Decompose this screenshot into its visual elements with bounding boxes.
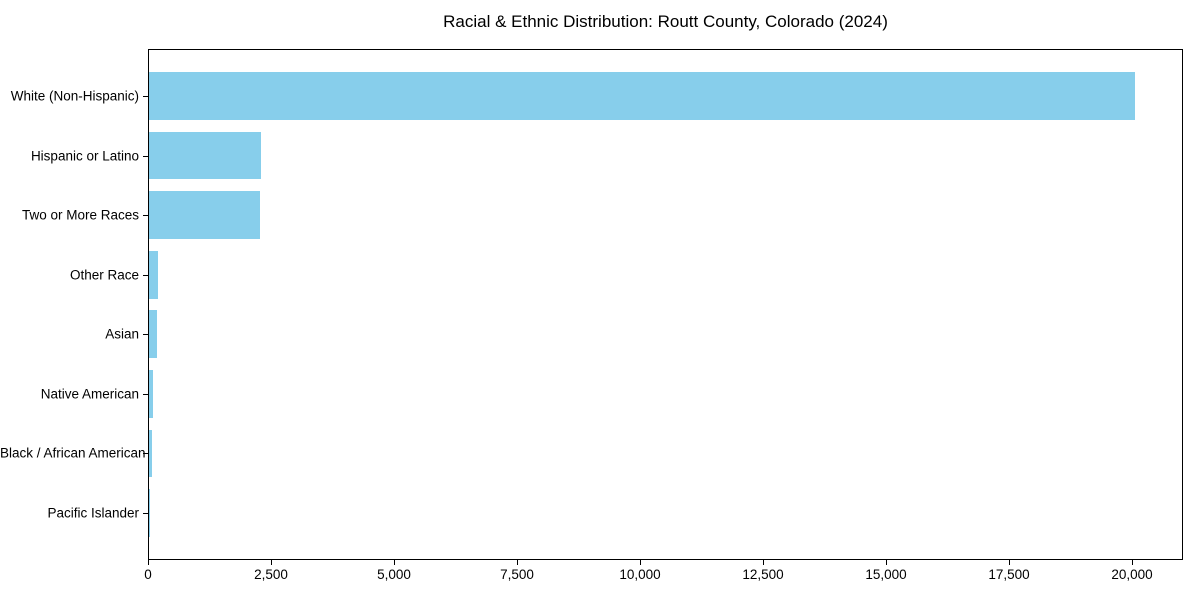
y-axis-label: Black / African American xyxy=(0,445,146,461)
y-axis-tick-mark xyxy=(143,155,148,157)
x-axis-tick-label: 7,500 xyxy=(500,567,534,582)
x-axis-tick-mark xyxy=(148,560,149,565)
x-axis-tick-label: 12,500 xyxy=(742,567,784,582)
x-axis-tick-label: 17,500 xyxy=(988,567,1030,582)
bar-pacific-islander xyxy=(149,489,150,537)
x-axis-tick-mark xyxy=(1009,560,1011,565)
bar-asian xyxy=(149,310,158,359)
x-axis-tick-label: 10,000 xyxy=(619,567,661,582)
x-axis-tick-label: 15,000 xyxy=(865,567,907,582)
y-axis-label: Pacific Islander xyxy=(47,505,139,521)
y-axis-label: Native American xyxy=(40,386,139,402)
y-axis-label: Hispanic or Latino xyxy=(30,148,139,164)
bar-hispanic-or-latino xyxy=(149,131,261,180)
x-axis-tick-label: 2,500 xyxy=(254,567,288,582)
x-axis-tick-mark xyxy=(640,560,642,565)
x-axis-tick-mark xyxy=(271,560,272,565)
y-axis-tick-mark xyxy=(143,512,148,514)
y-axis-tick-mark xyxy=(143,215,148,217)
bar-other-race xyxy=(149,250,158,299)
x-axis-tick-mark xyxy=(394,560,395,565)
y-axis-label: Asian xyxy=(105,326,139,342)
x-axis-tick-mark xyxy=(517,560,519,565)
y-axis-tick-mark xyxy=(143,334,148,336)
x-axis-tick-mark xyxy=(886,560,888,565)
x-axis-tick-mark xyxy=(1132,560,1134,565)
x-axis-tick-mark xyxy=(763,560,765,565)
y-axis-tick-mark xyxy=(143,274,148,276)
y-axis-tick-mark xyxy=(143,453,148,455)
x-axis-tick-label: 0 xyxy=(144,567,152,582)
x-axis-tick-label: 20,000 xyxy=(1111,567,1153,582)
chart-title: Racial & Ethnic Distribution: Routt Coun… xyxy=(443,12,888,31)
y-axis-label: White (Non-Hispanic) xyxy=(10,88,139,104)
y-axis-tick-mark xyxy=(143,393,148,395)
y-axis-label: Two or More Races xyxy=(21,207,139,223)
bar-two-or-more-races xyxy=(149,191,260,239)
x-axis-tick-label: 5,000 xyxy=(377,567,411,582)
bar-white-non-hispanic xyxy=(149,72,1136,120)
y-axis-tick-mark xyxy=(143,96,148,98)
plot-area xyxy=(148,49,1183,560)
bar-black-african-american xyxy=(149,429,153,478)
y-axis-label: Other Race xyxy=(69,267,139,283)
bar-native-american xyxy=(149,370,154,418)
